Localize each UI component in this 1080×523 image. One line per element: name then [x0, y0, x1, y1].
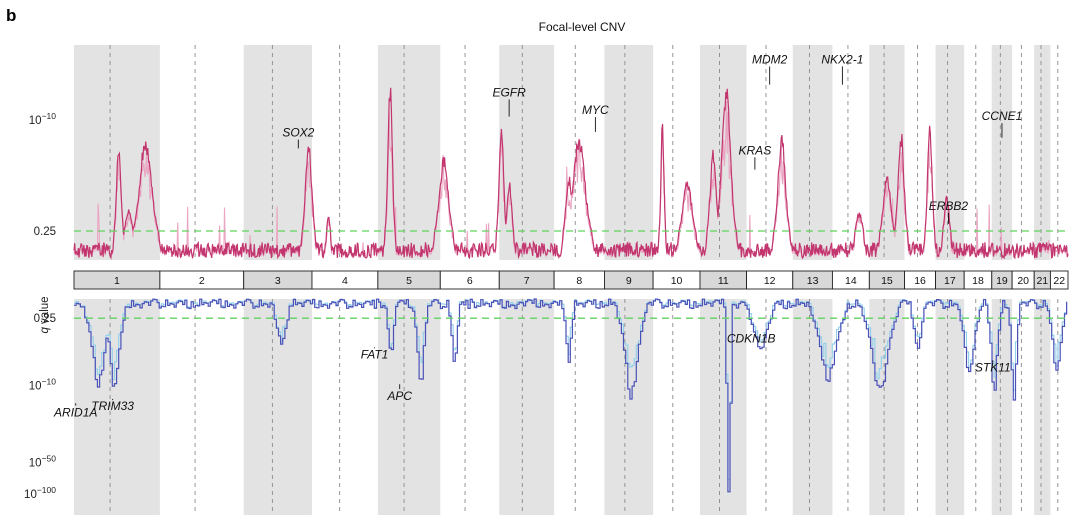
chromosome-label: 14 [845, 275, 857, 287]
deletion-line [74, 298, 1068, 493]
centromere-lines [109, 45, 1059, 515]
chromosome-band [869, 45, 905, 260]
threshold-lines [74, 230, 1068, 319]
gene-label: APC [386, 389, 412, 403]
chromosome-box [1049, 270, 1069, 290]
amplification-line-secondary [73, 100, 1069, 261]
chromosome-label: 4 [342, 275, 348, 287]
chromosome-label: 12 [764, 275, 776, 287]
chart-title: Focal-level CNV [539, 20, 626, 34]
gene-label: SOX2 [282, 126, 314, 140]
gene-label: FAT1 [361, 347, 389, 361]
chromosome-band [792, 299, 833, 515]
gene-label: NKX2-1 [821, 52, 863, 66]
gene-label: ARID1A [53, 406, 97, 420]
gene-label: STK11 [975, 360, 1011, 374]
chromosome-band [499, 299, 555, 515]
chromosome-band [377, 45, 441, 260]
chromosome-label: 10 [671, 275, 683, 287]
chromosome-label: 6 [467, 275, 473, 287]
amplification-series [73, 87, 1069, 261]
gene-label: TRIM33 [91, 399, 134, 413]
chromosome-label: 13 [807, 275, 819, 287]
del-tick-label: 0.25 [34, 313, 56, 325]
chromosome-band [74, 299, 160, 515]
chromosome-band [991, 45, 1013, 260]
chromosome-label: 20 [1017, 275, 1029, 287]
chromosome-band [243, 299, 312, 515]
gene-label: MDM2 [752, 52, 788, 66]
chromosome-label: 17 [944, 275, 956, 287]
gene-label: KRAS [739, 143, 772, 157]
chromosome-band [935, 299, 965, 515]
chromosome-band [377, 299, 441, 515]
chromosome-label: 2 [199, 275, 205, 287]
chromosome-bar: 1 2 3 4 5 6 7 8 9 10 11 12 13 14 15 16 17 18 19 20 21 22 [73, 270, 1069, 290]
chromosome-band [1034, 299, 1051, 515]
chromosome-band [74, 45, 160, 260]
chromosome-band [869, 299, 905, 515]
chromosome-label: 8 [576, 275, 582, 287]
gene-label: CCNE1 [982, 109, 1023, 123]
chromosome-label: 3 [275, 275, 281, 287]
chromosome-label: 19 [996, 275, 1008, 287]
deletion-series [74, 298, 1068, 493]
chromosome-band [604, 45, 654, 260]
chromosome-label: 9 [626, 275, 632, 287]
chromosome-band [1034, 45, 1051, 260]
amp-tick-label: 10−10 [29, 111, 56, 127]
chromosome-label: 18 [972, 275, 984, 287]
y-axis: 10−10 0.25 0.25 10−10 10−50 10−100 [24, 111, 56, 501]
y-axis-label: q value [39, 296, 51, 333]
amplification-line [73, 87, 1069, 260]
chromosome-band [499, 45, 555, 260]
chromosome-band [792, 45, 833, 260]
chromosome-band [604, 299, 654, 515]
chromosome-label: 5 [406, 275, 412, 287]
chromosome-band [699, 299, 747, 515]
chromosome-label: 22 [1053, 275, 1065, 287]
gene-label: MYC [582, 103, 609, 117]
chromosome-label: 7 [524, 275, 530, 287]
del-tick-label: 10−50 [29, 454, 56, 470]
chromosome-band [991, 299, 1013, 515]
gene-label: ERBB2 [929, 199, 969, 213]
amp-tick-label: 0.25 [34, 226, 56, 238]
del-tick-label: 10−100 [24, 485, 56, 501]
gene-annotations: SOX2 EGFR MYC KRAS MDM2 NKX2-1 ERBB2 CCNE1 ARID1… [53, 52, 1022, 419]
panel-label: b [6, 6, 16, 25]
chromosome-label: 21 [1036, 275, 1048, 287]
gene-label: CDKN1B [727, 331, 776, 345]
del-tick-label: 10−10 [29, 377, 56, 393]
chromosome-label: 16 [914, 275, 926, 287]
chromosome-label: 15 [881, 275, 893, 287]
gene-label: EGFR [492, 85, 526, 99]
chromosome-label: 11 [718, 275, 729, 287]
chromosome-label: 1 [114, 275, 120, 287]
